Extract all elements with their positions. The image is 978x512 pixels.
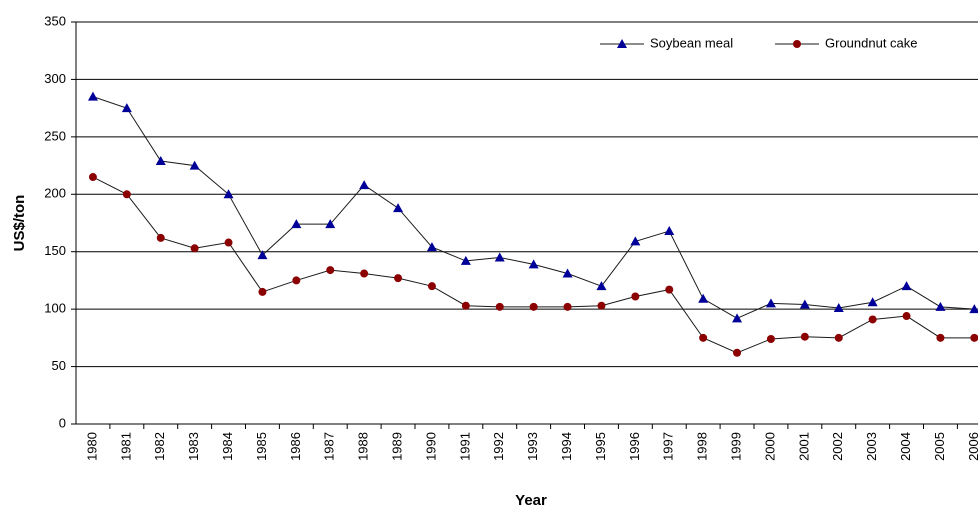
data-point (155, 155, 166, 165)
data-point (631, 292, 640, 301)
y-tick-label: 200 (44, 186, 66, 201)
data-point (596, 281, 607, 291)
data-point (426, 242, 437, 252)
x-tick-label: 1999 (728, 432, 743, 461)
x-tick-label: 2001 (796, 432, 811, 461)
data-point (529, 302, 538, 311)
series-line (92, 96, 975, 319)
data-point (902, 312, 911, 321)
x-tick-label: 1985 (254, 432, 269, 461)
data-point (88, 173, 97, 182)
x-tick-label: 2004 (898, 432, 913, 461)
y-tick-label: 350 (44, 13, 66, 28)
data-point (969, 304, 978, 314)
x-tick-label: 1988 (356, 432, 371, 461)
data-point (766, 335, 775, 344)
data-point (936, 333, 945, 342)
data-point (495, 302, 504, 311)
y-tick-label: 300 (44, 71, 66, 86)
data-point (257, 250, 268, 260)
data-point (258, 287, 267, 296)
x-tick-label: 1983 (186, 432, 201, 461)
data-point (224, 238, 233, 247)
x-tick-label: 1987 (322, 432, 337, 461)
data-point (461, 301, 470, 310)
x-tick-label: 1991 (457, 432, 472, 461)
data-point (901, 281, 912, 291)
y-tick-label: 150 (44, 243, 66, 258)
data-point (699, 333, 708, 342)
data-point (326, 266, 335, 275)
data-point (562, 268, 573, 278)
data-point (563, 302, 572, 311)
x-tick-label: 1981 (118, 432, 133, 461)
data-point (732, 313, 743, 323)
x-tick-label: 1989 (389, 432, 404, 461)
data-point (87, 91, 98, 101)
legend-marker (617, 39, 627, 48)
legend-label: Soybean meal (650, 35, 733, 50)
y-tick-label: 250 (44, 128, 66, 143)
x-tick-label: 1994 (559, 432, 574, 461)
data-point (359, 180, 370, 190)
data-point (360, 269, 369, 278)
data-point (733, 348, 742, 357)
data-point (935, 301, 946, 311)
data-point (189, 160, 200, 170)
x-tick-label: 2005 (932, 432, 947, 461)
x-tick-label: 1998 (695, 432, 710, 461)
x-tick-label: 1980 (84, 432, 99, 461)
data-point (799, 299, 810, 309)
data-point (156, 233, 165, 242)
data-point (665, 285, 674, 294)
data-point (970, 333, 978, 342)
data-point (427, 282, 436, 291)
data-point (190, 244, 199, 253)
data-point (460, 255, 471, 265)
x-tick-label: 1997 (661, 432, 676, 461)
data-point (291, 219, 302, 229)
data-point (121, 103, 132, 113)
x-tick-label: 2003 (864, 432, 879, 461)
data-point (528, 259, 539, 269)
x-tick-label: 1996 (627, 432, 642, 461)
y-tick-label: 50 (52, 358, 66, 373)
data-point (698, 293, 709, 303)
data-point (597, 301, 606, 310)
x-tick-label: 1986 (288, 432, 303, 461)
data-point (868, 315, 877, 324)
x-tick-label: 2006 (966, 432, 978, 461)
legend-label: Groundnut cake (825, 35, 918, 50)
data-point (394, 274, 403, 283)
x-tick-label: 1993 (525, 432, 540, 461)
data-point (867, 297, 878, 307)
data-point (765, 298, 776, 308)
x-tick-label: 1992 (491, 432, 506, 461)
data-point (834, 333, 843, 342)
x-tick-label: 1990 (423, 432, 438, 461)
x-tick-label: 1982 (152, 432, 167, 461)
x-tick-label: 2002 (830, 432, 845, 461)
data-point (223, 189, 234, 199)
data-point (122, 190, 131, 199)
x-tick-label: 2000 (762, 432, 777, 461)
x-tick-label: 1995 (593, 432, 608, 461)
data-point (800, 332, 809, 341)
y-tick-label: 100 (44, 301, 66, 316)
x-axis-title: Year (515, 492, 547, 509)
data-point (664, 226, 675, 236)
y-axis-title: US$/ton (11, 195, 28, 252)
legend-marker (793, 40, 801, 48)
data-point (494, 252, 505, 262)
y-tick-label: 0 (59, 415, 66, 430)
data-point (630, 236, 641, 246)
data-point (292, 276, 301, 285)
data-point (393, 203, 404, 213)
x-tick-label: 1984 (220, 432, 235, 461)
data-point (833, 302, 844, 312)
data-point (325, 219, 336, 229)
